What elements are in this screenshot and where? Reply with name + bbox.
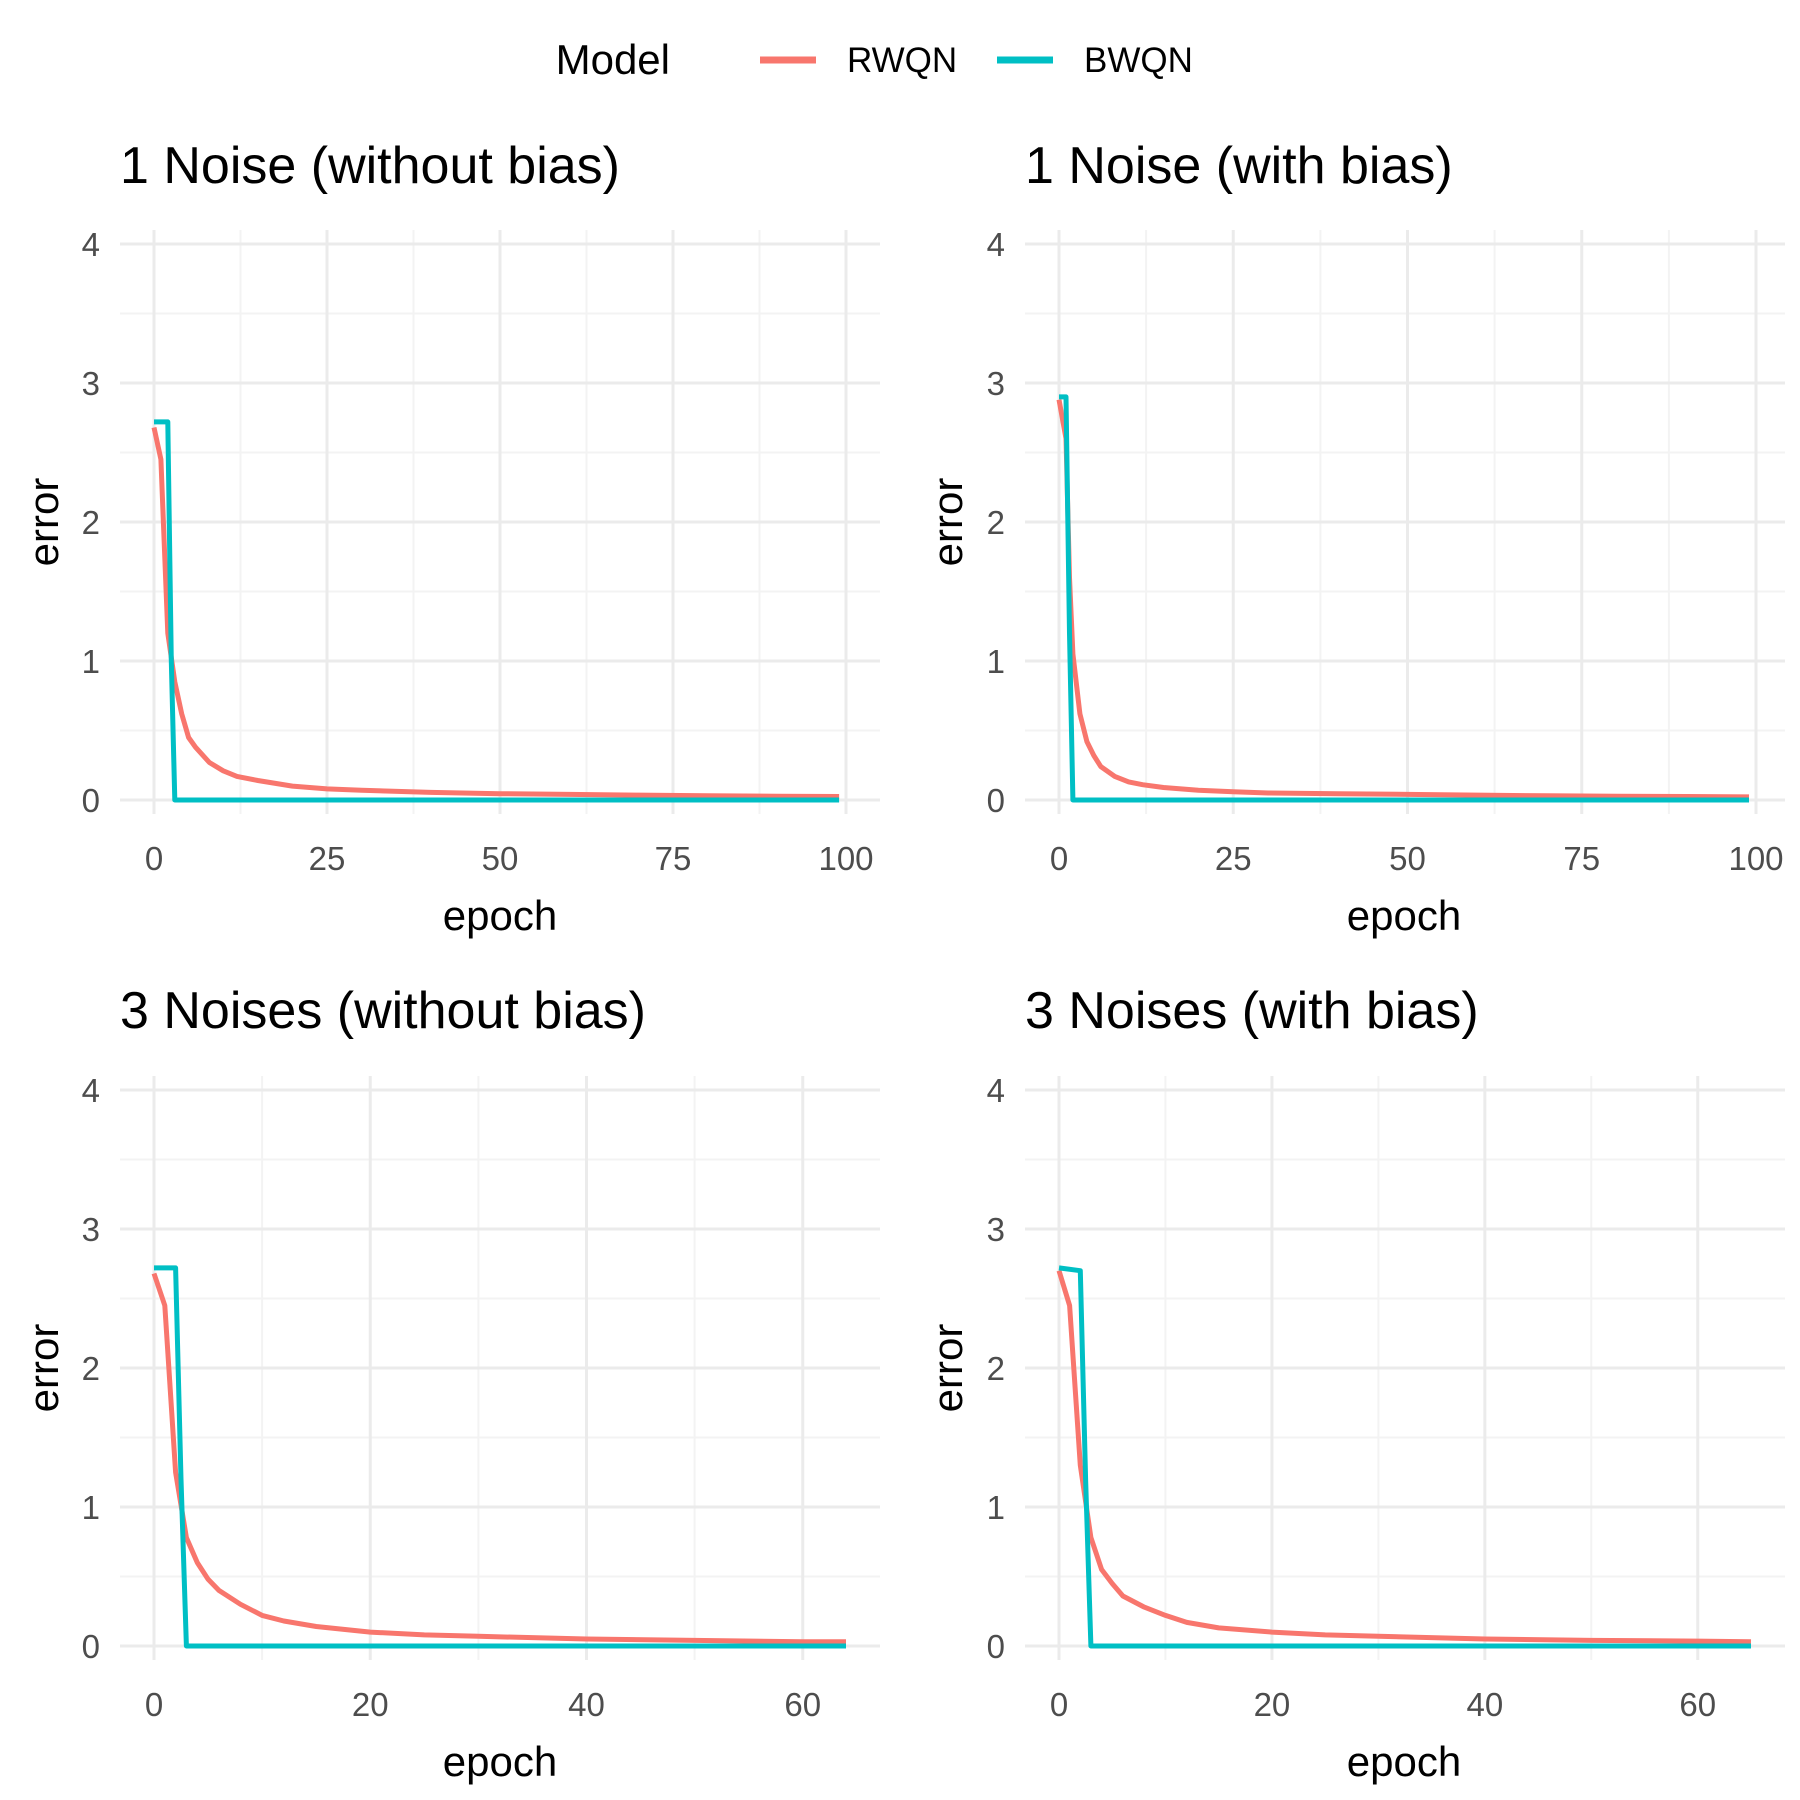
panel-title: 3 Noises (with bias) <box>1025 982 1479 1040</box>
y-tick-label: 0 <box>82 782 100 819</box>
x-tick-label: 0 <box>145 840 163 877</box>
series-line-rwqn <box>1056 1269 1752 1645</box>
x-tick-label: 25 <box>309 840 346 877</box>
x-tick-label: 25 <box>1215 840 1252 877</box>
x-tick-label: 40 <box>1466 1686 1503 1723</box>
y-tick-labels: 0 1 2 3 4 <box>82 1072 100 1665</box>
y-tick-label: 2 <box>82 1350 100 1387</box>
y-tick-label: 4 <box>987 1072 1005 1109</box>
y-tick-label: 1 <box>82 643 100 680</box>
x-tick-labels: 0 25 50 75 100 <box>1050 840 1784 877</box>
y-axis-title: error <box>20 1324 67 1413</box>
grid <box>1025 230 1785 814</box>
y-tick-label: 1 <box>987 1489 1005 1526</box>
x-axis-title: epoch <box>1347 1738 1461 1785</box>
x-tick-label: 60 <box>1679 1686 1716 1723</box>
x-tick-label: 0 <box>1050 1686 1068 1723</box>
x-tick-labels: 0 25 50 75 100 <box>145 840 874 877</box>
x-tick-label: 100 <box>1728 840 1783 877</box>
legend-label-bwqn: BWQN <box>1084 41 1193 80</box>
y-tick-label: 4 <box>987 226 1005 263</box>
grid <box>120 230 880 814</box>
y-tick-labels: 0 1 2 3 4 <box>987 1072 1005 1665</box>
y-tick-label: 4 <box>82 226 100 263</box>
y-axis-title: error <box>924 1324 971 1413</box>
grid <box>120 1076 880 1660</box>
y-tick-label: 3 <box>82 365 100 402</box>
series-line-bwqn <box>1059 394 1749 803</box>
y-tick-label: 0 <box>987 1628 1005 1665</box>
x-tick-label: 100 <box>818 840 873 877</box>
x-axis-title: epoch <box>443 1738 557 1785</box>
x-tick-label: 50 <box>482 840 519 877</box>
series-line-bwqn <box>154 1265 846 1649</box>
panel-title: 1 Noise (with bias) <box>1025 137 1453 195</box>
x-axis-title: epoch <box>443 892 557 939</box>
series-group <box>151 1265 846 1649</box>
y-axis-title: error <box>924 478 971 567</box>
y-tick-label: 0 <box>82 1628 100 1665</box>
y-tick-label: 4 <box>82 1072 100 1109</box>
x-axis-title: epoch <box>1347 892 1461 939</box>
y-tick-label: 2 <box>987 1350 1005 1387</box>
panel-3: 3 Noises (without bias) 0 1 2 3 4 0 20 40 60 ep… <box>20 982 880 1785</box>
panel-4: 3 Noises (with bias) 0 1 2 3 4 0 20 40 60 epoch… <box>924 982 1785 1785</box>
y-tick-label: 2 <box>82 504 100 541</box>
series-line-bwqn <box>154 419 840 803</box>
x-tick-label: 60 <box>784 1686 821 1723</box>
x-tick-label: 20 <box>1254 1686 1291 1723</box>
x-tick-label: 75 <box>1563 840 1600 877</box>
legend: Model RWQN BWQN <box>556 36 1193 83</box>
x-tick-labels: 0 20 40 60 <box>145 1686 821 1723</box>
y-tick-label: 1 <box>82 1489 100 1526</box>
legend-title: Model <box>556 36 670 83</box>
x-tick-label: 0 <box>145 1686 163 1723</box>
series-group <box>1056 394 1750 803</box>
y-tick-label: 3 <box>987 365 1005 402</box>
y-tick-labels: 0 1 2 3 4 <box>82 226 100 819</box>
series-line-bwqn <box>1058 1265 1751 1649</box>
grid <box>1025 1076 1785 1660</box>
x-tick-label: 50 <box>1389 840 1426 877</box>
series-group <box>1056 1265 1752 1649</box>
x-tick-label: 20 <box>352 1686 389 1723</box>
x-tick-label: 0 <box>1050 840 1068 877</box>
series-line-rwqn <box>1056 399 1750 800</box>
y-tick-labels: 0 1 2 3 4 <box>987 226 1005 819</box>
series-line-rwqn <box>151 1272 846 1645</box>
series-group <box>151 419 840 803</box>
y-tick-label: 3 <box>987 1211 1005 1248</box>
x-tick-label: 40 <box>568 1686 605 1723</box>
y-tick-label: 1 <box>987 643 1005 680</box>
panel-2: 1 Noise (with bias) 0 1 2 3 4 0 25 50 75 100 epo… <box>924 137 1785 939</box>
x-tick-label: 75 <box>655 840 692 877</box>
y-tick-label: 3 <box>82 1211 100 1248</box>
legend-label-rwqn: RWQN <box>847 41 957 80</box>
y-axis-title: error <box>20 478 67 567</box>
panel-title: 1 Noise (without bias) <box>120 137 620 195</box>
series-line-rwqn <box>151 426 840 799</box>
panel-title: 3 Noises (without bias) <box>120 982 646 1040</box>
x-tick-labels: 0 20 40 60 <box>1050 1686 1716 1723</box>
y-tick-label: 0 <box>987 782 1005 819</box>
y-tick-label: 2 <box>987 504 1005 541</box>
